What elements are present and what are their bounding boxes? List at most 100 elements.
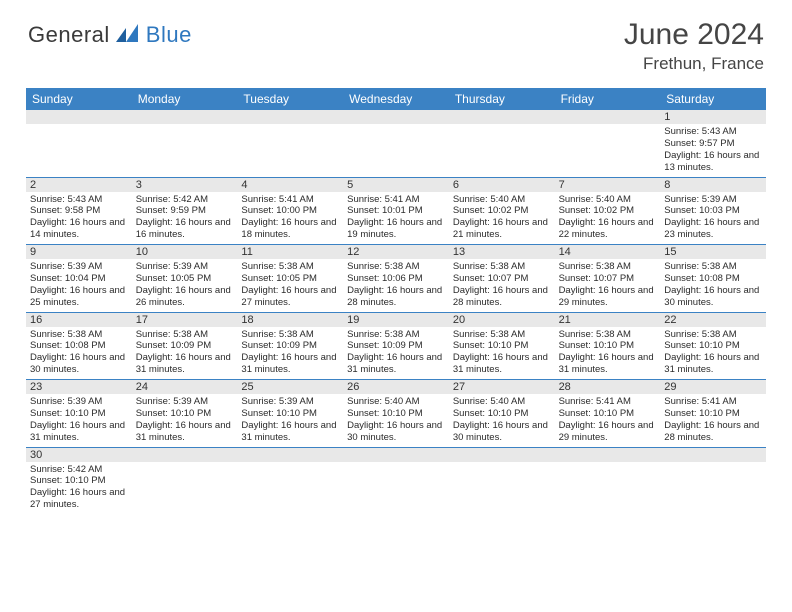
sunset-line: Sunset: 10:10 PM xyxy=(136,408,234,420)
daynum-row: 1 xyxy=(26,110,766,124)
daylight-line: Daylight: 16 hours and 29 minutes. xyxy=(559,420,657,444)
day-number xyxy=(237,448,343,462)
info-row: Sunrise: 5:38 AMSunset: 10:08 PMDaylight… xyxy=(26,327,766,380)
day-cell: Sunrise: 5:39 AMSunset: 10:10 PMDaylight… xyxy=(237,394,343,447)
daylight-line: Daylight: 16 hours and 29 minutes. xyxy=(559,285,657,309)
month-title: June 2024 xyxy=(624,18,764,52)
daylight-line: Daylight: 16 hours and 25 minutes. xyxy=(30,285,128,309)
sunrise-line: Sunrise: 5:41 AM xyxy=(241,194,339,206)
day-number: 24 xyxy=(132,380,238,394)
info-row: Sunrise: 5:43 AMSunset: 9:58 PM Daylight:… xyxy=(26,192,766,245)
sunset-line: Sunset: 10:10 PM xyxy=(30,475,128,487)
sunrise-line: Sunrise: 5:38 AM xyxy=(664,329,762,341)
sunrise-line: Sunrise: 5:41 AM xyxy=(559,396,657,408)
weeks-container: 1Sunrise: 5:43 AMSunset: 9:57 PMDaylight… xyxy=(26,110,766,514)
day-number: 30 xyxy=(26,448,132,462)
daylight-line: Daylight: 16 hours and 28 minutes. xyxy=(347,285,445,309)
sunrise-line: Sunrise: 5:40 AM xyxy=(559,194,657,206)
sunset-line: Sunset: 10:10 PM xyxy=(664,408,762,420)
day-cell: Sunrise: 5:41 AMSunset: 10:10 PMDaylight… xyxy=(660,394,766,447)
day-cell xyxy=(237,124,343,177)
sunset-line: Sunset: 10:09 PM xyxy=(347,340,445,352)
sunrise-line: Sunrise: 5:38 AM xyxy=(241,329,339,341)
day-cell: Sunrise: 5:41 AMSunset: 10:01 PMDaylight… xyxy=(343,192,449,245)
sunset-line: Sunset: 10:10 PM xyxy=(347,408,445,420)
daylight-line: Daylight: 16 hours and 23 minutes. xyxy=(664,217,762,241)
daylight-line: Daylight: 16 hours and 31 minutes. xyxy=(241,352,339,376)
sunrise-line: Sunrise: 5:38 AM xyxy=(241,261,339,273)
location-label: Frethun, France xyxy=(624,54,764,74)
sunrise-line: Sunrise: 5:38 AM xyxy=(559,329,657,341)
daylight-line: Daylight: 16 hours and 31 minutes. xyxy=(559,352,657,376)
sunset-line: Sunset: 10:02 PM xyxy=(559,205,657,217)
daynum-row: 2345678 xyxy=(26,178,766,192)
day-number xyxy=(660,448,766,462)
day-number: 12 xyxy=(343,245,449,259)
day-number xyxy=(26,110,132,124)
day-cell: Sunrise: 5:38 AMSunset: 10:10 PMDaylight… xyxy=(555,327,661,380)
day-cell xyxy=(343,462,449,515)
dayname-monday: Monday xyxy=(132,88,238,110)
sunset-line: Sunset: 10:10 PM xyxy=(453,408,551,420)
calendar-week: 9101112131415Sunrise: 5:39 AMSunset: 10:… xyxy=(26,245,766,313)
daylight-line: Daylight: 16 hours and 30 minutes. xyxy=(30,352,128,376)
day-cell: Sunrise: 5:40 AMSunset: 10:10 PMDaylight… xyxy=(449,394,555,447)
sunset-line: Sunset: 9:59 PM xyxy=(136,205,234,217)
day-number xyxy=(132,448,238,462)
sunset-line: Sunset: 10:09 PM xyxy=(136,340,234,352)
calendar-week: 2345678 Sunrise: 5:43 AMSunset: 9:58 PM Da… xyxy=(26,178,766,246)
dayname-thursday: Thursday xyxy=(449,88,555,110)
calendar-week: 30Sunrise: 5:42 AMSunset: 10:10 PMDaylig… xyxy=(26,448,766,515)
day-cell: Sunrise: 5:39 AMSunset: 10:05 PMDaylight… xyxy=(132,259,238,312)
daylight-line: Daylight: 16 hours and 21 minutes. xyxy=(453,217,551,241)
day-number: 21 xyxy=(555,313,661,327)
sunrise-line: Sunrise: 5:41 AM xyxy=(347,194,445,206)
day-cell: Sunrise: 5:38 AMSunset: 10:07 PMDaylight… xyxy=(449,259,555,312)
logo: General Blue xyxy=(28,22,192,48)
day-number: 22 xyxy=(660,313,766,327)
day-number: 9 xyxy=(26,245,132,259)
day-number: 1 xyxy=(660,110,766,124)
logo-mark-icon xyxy=(116,24,142,47)
day-number: 5 xyxy=(343,178,449,192)
dayname-friday: Friday xyxy=(555,88,661,110)
day-number xyxy=(132,110,238,124)
day-number: 20 xyxy=(449,313,555,327)
daylight-line: Daylight: 16 hours and 18 minutes. xyxy=(241,217,339,241)
daylight-line: Daylight: 16 hours and 27 minutes. xyxy=(241,285,339,309)
day-number: 7 xyxy=(555,178,661,192)
sunset-line: Sunset: 10:10 PM xyxy=(241,408,339,420)
daylight-line: Daylight: 16 hours and 31 minutes. xyxy=(453,352,551,376)
sunrise-line: Sunrise: 5:39 AM xyxy=(664,194,762,206)
sunrise-line: Sunrise: 5:38 AM xyxy=(559,261,657,273)
daylight-line: Daylight: 16 hours and 31 minutes. xyxy=(347,352,445,376)
day-cell: Sunrise: 5:38 AMSunset: 10:10 PMDaylight… xyxy=(449,327,555,380)
sunset-line: Sunset: 10:07 PM xyxy=(559,273,657,285)
daylight-line: Daylight: 16 hours and 31 minutes. xyxy=(664,352,762,376)
daylight-line: Daylight: 16 hours and 13 minutes. xyxy=(664,150,762,174)
day-number: 3 xyxy=(132,178,238,192)
sunrise-line: Sunrise: 5:39 AM xyxy=(241,396,339,408)
sunrise-line: Sunrise: 5:38 AM xyxy=(136,329,234,341)
daylight-line: Daylight: 16 hours and 16 minutes. xyxy=(136,217,234,241)
day-cell: Sunrise: 5:38 AMSunset: 10:10 PMDaylight… xyxy=(660,327,766,380)
sunrise-line: Sunrise: 5:39 AM xyxy=(30,396,128,408)
day-number: 16 xyxy=(26,313,132,327)
sunrise-line: Sunrise: 5:38 AM xyxy=(347,261,445,273)
daylight-line: Daylight: 16 hours and 31 minutes. xyxy=(136,352,234,376)
day-cell xyxy=(26,124,132,177)
info-row: Sunrise: 5:43 AMSunset: 9:57 PMDaylight:… xyxy=(26,124,766,177)
daynum-row: 16171819202122 xyxy=(26,313,766,327)
sunset-line: Sunset: 10:03 PM xyxy=(664,205,762,217)
daynum-row: 23242526272829 xyxy=(26,380,766,394)
day-number: 18 xyxy=(237,313,343,327)
sunset-line: Sunset: 10:10 PM xyxy=(453,340,551,352)
sunset-line: Sunset: 10:10 PM xyxy=(30,408,128,420)
day-number: 25 xyxy=(237,380,343,394)
sunrise-line: Sunrise: 5:41 AM xyxy=(664,396,762,408)
day-number xyxy=(555,448,661,462)
info-row: Sunrise: 5:42 AMSunset: 10:10 PMDaylight… xyxy=(26,462,766,515)
sunset-line: Sunset: 9:58 PM xyxy=(30,205,128,217)
day-cell: Sunrise: 5:39 AMSunset: 10:10 PMDaylight… xyxy=(132,394,238,447)
sunrise-line: Sunrise: 5:43 AM xyxy=(30,194,128,206)
